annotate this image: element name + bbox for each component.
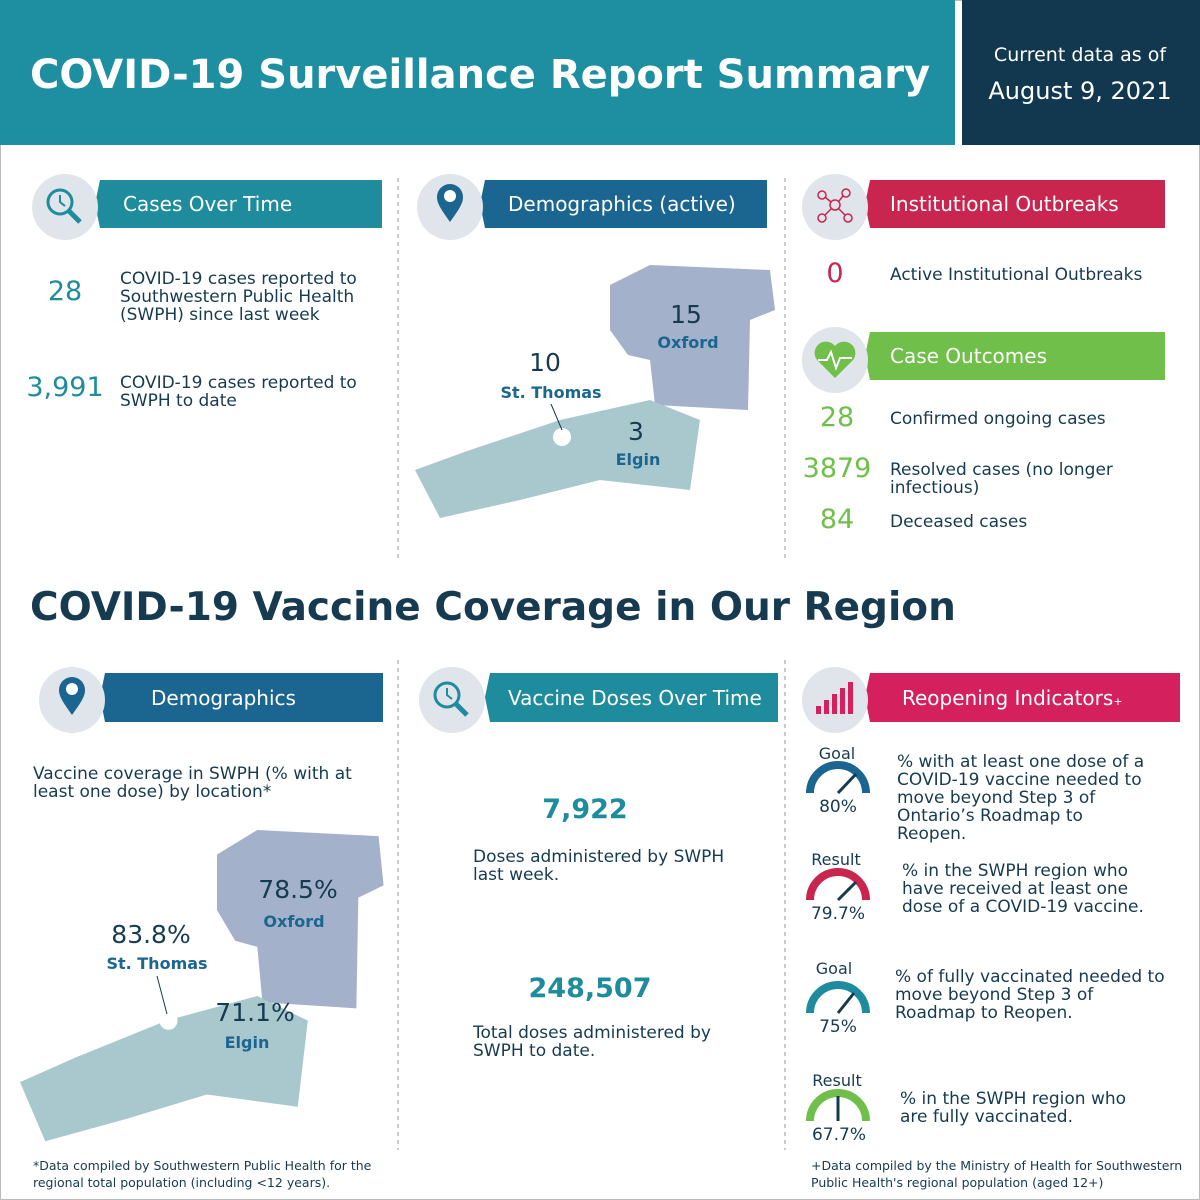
icon-pin bbox=[437, 184, 463, 222]
value: 3,991 bbox=[26, 372, 104, 403]
description: Confirmed ongoing cases bbox=[890, 409, 1106, 429]
map-elgin bbox=[20, 996, 308, 1142]
gauge-needle bbox=[836, 992, 856, 1014]
section-title: Demographics (active) bbox=[508, 192, 736, 216]
map-st-thomas bbox=[159, 1011, 178, 1030]
description: COVID-19 cases reported to Southwestern … bbox=[120, 269, 357, 325]
dividers bbox=[397, 178, 786, 1150]
section-title: Case Outcomes bbox=[890, 344, 1048, 368]
icon-magnifier bbox=[433, 681, 469, 717]
footnote: +Data compiled by the Ministry of Health… bbox=[811, 1158, 1183, 1190]
indicator-value: 67.7% bbox=[811, 1125, 867, 1145]
gauge bbox=[806, 761, 870, 794]
map-active bbox=[415, 265, 775, 518]
date-label: Current data as of bbox=[993, 44, 1167, 66]
title-text: Reopening Indicators bbox=[902, 686, 1114, 710]
region-value: 83.8% bbox=[111, 920, 191, 949]
value: 28 bbox=[47, 276, 83, 307]
region-name: Oxford bbox=[263, 912, 325, 931]
report-title: COVID-19 Surveillance Report Summary bbox=[30, 52, 931, 98]
value: 248,507 bbox=[528, 973, 652, 1004]
section-bar bbox=[865, 180, 1165, 228]
section-bar bbox=[95, 180, 382, 228]
region-name: Elgin bbox=[224, 1033, 270, 1052]
value: 3879 bbox=[802, 453, 872, 484]
section-bar bbox=[485, 673, 778, 722]
icon-circle bbox=[32, 174, 98, 240]
region-value: 3 bbox=[628, 417, 644, 446]
header-band bbox=[0, 0, 955, 145]
description: Total doses administered by SWPH to date… bbox=[473, 1023, 711, 1061]
value: 28 bbox=[819, 402, 855, 433]
indicator-text: % with at least one dose of a COVID-19 v… bbox=[897, 752, 1145, 844]
indicator-text: % in the SWPH region who are fully vacci… bbox=[900, 1089, 1127, 1127]
indicator-value: 80% bbox=[819, 797, 857, 817]
description: Resolved cases (no longer infectious) bbox=[890, 460, 1113, 498]
indicator-kind: Goal bbox=[815, 959, 853, 978]
region-name: St. Thomas bbox=[500, 383, 602, 402]
footnote: *Data compiled by Southwestern Public He… bbox=[33, 1158, 372, 1190]
date-box bbox=[962, 0, 1200, 145]
map-elgin bbox=[415, 400, 700, 518]
region-value: 10 bbox=[529, 348, 561, 377]
region-name: St. Thomas bbox=[106, 954, 208, 973]
icon-bars bbox=[816, 682, 853, 714]
description: Vaccine coverage in SWPH (% with at leas… bbox=[33, 764, 352, 802]
icon-pin bbox=[59, 677, 85, 715]
indicator-kind: Result bbox=[812, 1071, 862, 1090]
value: 0 bbox=[826, 258, 844, 289]
icon-circle bbox=[419, 667, 485, 733]
icon-circle bbox=[802, 174, 868, 240]
title-suffix: + bbox=[1113, 695, 1123, 708]
region-value: 71.1% bbox=[215, 998, 295, 1027]
description: Deceased cases bbox=[890, 512, 1028, 532]
icon-heart bbox=[814, 341, 856, 378]
icon-network bbox=[817, 188, 853, 223]
indicator-value: 79.7% bbox=[810, 904, 866, 924]
gauge bbox=[806, 868, 870, 901]
section-title: Demographics bbox=[151, 686, 296, 710]
gauge bbox=[806, 1089, 870, 1122]
region-value: 15 bbox=[670, 300, 702, 329]
region-name: Oxford bbox=[657, 333, 719, 352]
region-value: 78.5% bbox=[258, 875, 338, 904]
indicator-text: % of fully vaccinated needed to move bey… bbox=[895, 967, 1165, 1023]
map-vaccine bbox=[20, 830, 384, 1142]
map-oxford bbox=[610, 265, 775, 410]
description: Active Institutional Outbreaks bbox=[890, 265, 1143, 285]
indicator-kind: Goal bbox=[818, 744, 856, 763]
section-heading: COVID-19 Vaccine Coverage in Our Region bbox=[30, 585, 956, 630]
section-bar bbox=[865, 673, 1180, 722]
description: Doses administered by SWPH last week. bbox=[473, 847, 725, 885]
map-st-thomas bbox=[553, 428, 571, 446]
section-bar bbox=[480, 180, 767, 228]
indicator-kind: Result bbox=[811, 850, 861, 869]
leader-line bbox=[550, 403, 563, 431]
map-oxford bbox=[216, 830, 384, 1009]
value: 84 bbox=[819, 504, 855, 535]
gauge bbox=[806, 981, 870, 1014]
value: 7,922 bbox=[542, 794, 628, 825]
section-bar bbox=[865, 332, 1165, 380]
icon-circles bbox=[32, 174, 868, 733]
indicator-value: 75% bbox=[819, 1017, 857, 1037]
section-title: Vaccine Doses Over Time bbox=[508, 686, 762, 710]
gauge-needle bbox=[836, 772, 858, 795]
indicator-text: % in the SWPH region who have received a… bbox=[902, 861, 1144, 917]
gauges bbox=[806, 761, 870, 1122]
icon-magnifier bbox=[46, 188, 82, 224]
section-title: Institutional Outbreaks bbox=[890, 192, 1119, 216]
description: COVID-19 cases reported to SWPH to date bbox=[120, 373, 357, 411]
leader-line bbox=[156, 975, 168, 1015]
section-title: Cases Over Time bbox=[123, 192, 293, 216]
region-name: Elgin bbox=[615, 450, 661, 469]
date: August 9, 2021 bbox=[988, 77, 1172, 105]
gauge-needle bbox=[836, 880, 858, 902]
section-title: Reopening Indicators+ bbox=[902, 674, 1123, 726]
section-bar bbox=[100, 673, 383, 722]
